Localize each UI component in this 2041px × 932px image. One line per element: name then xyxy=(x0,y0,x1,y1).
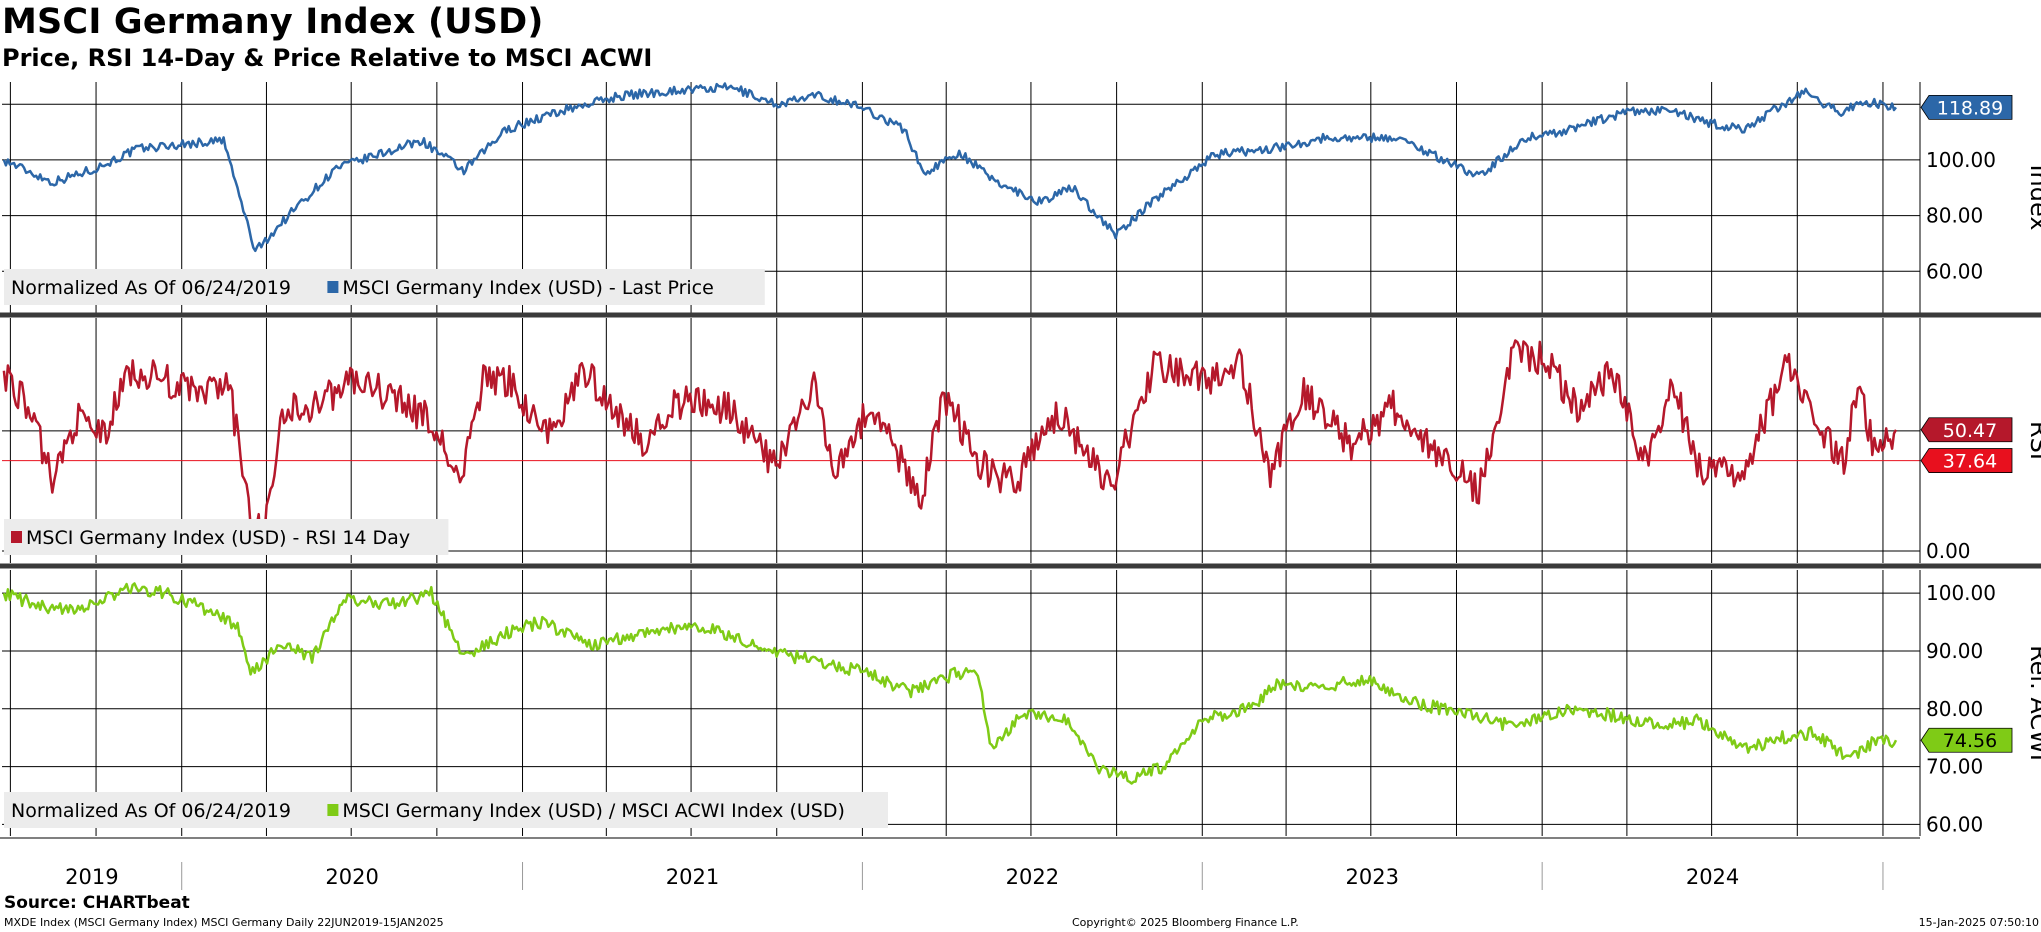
y-tick-label: 80.00 xyxy=(1926,204,1983,228)
y-axis-title: Rel. ACWI xyxy=(2025,645,2041,761)
series-line xyxy=(2,82,1897,253)
legend-series-label: MSCI Germany Index (USD) - Last Price xyxy=(342,277,713,299)
y-tick-label: 60.00 xyxy=(1926,812,1983,836)
x-year-label: 2023 xyxy=(1345,865,1398,889)
x-year-label: 2020 xyxy=(325,865,378,889)
x-year-label: 2022 xyxy=(1006,865,1059,889)
last-value-label: 74.56 xyxy=(1943,730,1997,752)
legend-series-label: MSCI Germany Index (USD) / MSCI ACWI Ind… xyxy=(342,800,844,822)
legend-box xyxy=(4,792,888,828)
legend-box xyxy=(4,269,765,305)
page-subtitle: Price, RSI 14-Day & Price Relative to MS… xyxy=(2,44,653,72)
legend-swatch xyxy=(327,804,339,816)
page-title: MSCI Germany Index (USD) xyxy=(2,2,544,42)
y-axis-title: Index xyxy=(2025,164,2041,230)
x-year-label: 2024 xyxy=(1686,865,1739,889)
last-value-label: 50.47 xyxy=(1943,420,1997,442)
rsi-panel xyxy=(2,318,2013,563)
legend-swatch xyxy=(327,281,339,293)
panel-separator xyxy=(0,312,2041,318)
y-tick-label: 100.00 xyxy=(1926,148,1996,172)
series-line xyxy=(2,582,1898,785)
y-tick-label: 80.00 xyxy=(1926,697,1983,721)
relative-panel xyxy=(2,570,2013,836)
legend-swatch xyxy=(11,531,22,543)
legend-note: Normalized As Of 06/24/2019 xyxy=(11,800,291,822)
y-tick-label: 70.00 xyxy=(1926,755,1983,779)
copyright-note: Copyright© 2025 Bloomberg Finance L.P. xyxy=(1072,916,1299,929)
last-value-label: 118.89 xyxy=(1937,97,2003,119)
reference-value-flag xyxy=(1920,448,2013,473)
y-tick-label: 100.00 xyxy=(1926,581,1996,605)
source-note: Source: CHARTbeat xyxy=(4,893,190,913)
x-year-label: 2019 xyxy=(65,865,118,889)
panel-separator xyxy=(0,563,2041,569)
last-value-flag xyxy=(1920,417,2013,443)
legend-series-label: MSCI Germany Index (USD) - RSI 14 Day xyxy=(26,527,410,549)
ticker-info: MXDE Index (MSCI Germany Index) MSCI Ger… xyxy=(4,916,444,929)
x-year-label: 2021 xyxy=(666,865,719,889)
y-tick-label: 60.00 xyxy=(1926,259,1983,283)
series-line xyxy=(2,339,1898,546)
last-value-flag xyxy=(1920,727,2013,753)
reference-value-label: 37.64 xyxy=(1943,451,1997,473)
y-tick-label: 90.00 xyxy=(1926,639,1983,663)
y-tick-label: 0.00 xyxy=(1926,539,1971,563)
legend-note: Normalized As Of 06/24/2019 xyxy=(11,277,291,299)
legend-box xyxy=(4,519,449,555)
timestamp: 15-Jan-2025 07:50:10 xyxy=(1918,916,2039,929)
price-panel xyxy=(2,82,2013,313)
y-axis-title: RSI xyxy=(2025,421,2041,460)
last-value-flag xyxy=(1920,94,2013,120)
